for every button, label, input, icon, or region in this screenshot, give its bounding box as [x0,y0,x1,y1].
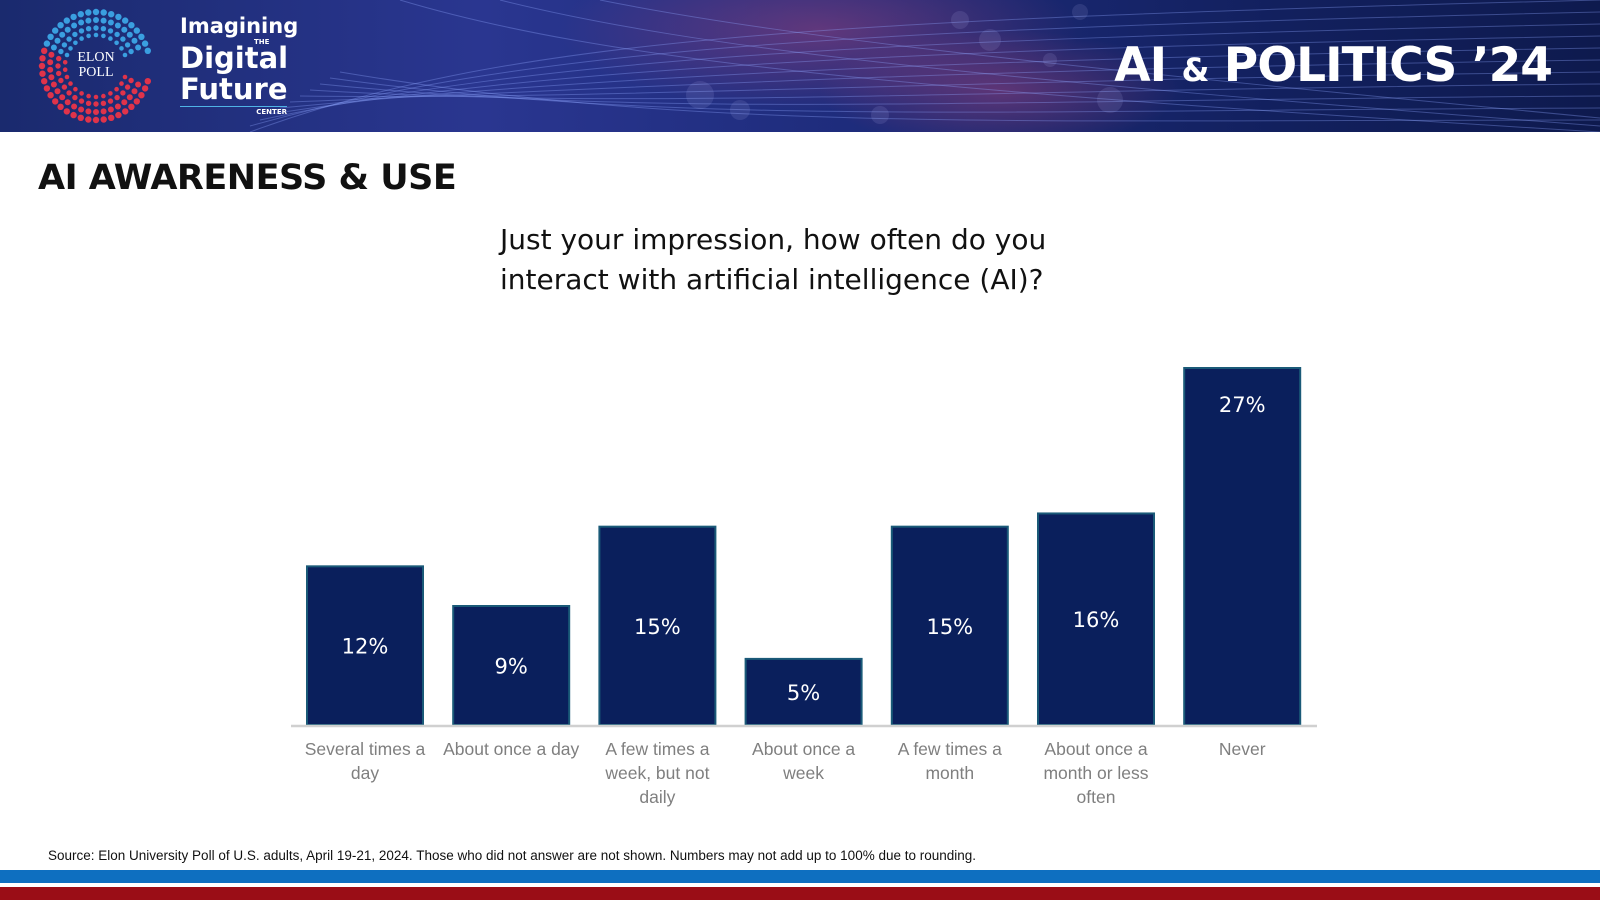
banner-wave-decoration [249,0,1600,132]
chart-question: Just your impression, how often do you i… [500,220,1120,300]
elon-poll-dot-ring-icon [38,8,151,124]
logo-text-poll: POLL [78,65,114,80]
category-label-7: Never [1219,739,1266,759]
category-label-line: About once a [1044,739,1147,759]
bar-value-label-2: 9% [495,655,528,679]
category-label-line: week [782,763,824,783]
category-label-2: About once a day [443,739,579,759]
bar-value-label-5: 15% [926,615,973,639]
bar-value-label-4: 5% [787,681,820,705]
category-label-line: daily [639,787,675,807]
bar-value-label-7: 27% [1219,393,1266,417]
category-label-line: A few times a [898,739,1002,759]
bar-chart: 12% Several times a day 9% About once a day 1… [291,367,1317,807]
footer-stripe-red [0,887,1600,900]
bar-5 [890,525,1009,727]
brand-ampersand: & [1181,51,1209,89]
category-label-5: A few times a month [898,739,1002,783]
logo-text-elon: ELON [77,50,115,65]
category-label-line: About once a day [443,739,579,759]
brand-politics: POLITICS ’24 [1223,38,1553,93]
header-banner: ELON POLL Imagining THE Digital Future C… [0,0,1600,132]
source-note: Source: Elon University Poll of U.S. adu… [48,848,977,863]
logo-word-imagining: Imagining [180,14,299,38]
bar-4 [744,657,863,727]
category-label-line: About once a [752,739,855,759]
category-label-line: month [925,763,974,783]
category-label-line: month or less [1043,763,1148,783]
category-label-line: week, but not [604,763,709,783]
elon-poll-logo: ELON POLL [36,8,156,124]
bar-value-label-3: 15% [634,615,681,639]
section-title: AI AWARENESS & USE [38,158,457,198]
category-label-1: Several times a day [305,739,426,783]
bar-1 [306,565,424,726]
logo-word-digital: Digital [180,41,289,75]
bar-value-label-6: 16% [1073,608,1120,632]
footer-stripe-blue [0,870,1600,883]
category-label-3: A few times a week, but not daily [604,739,709,807]
question-line-1: Just your impression, how often do you [500,223,1047,256]
bar-2 [452,605,571,726]
brand-title: AI & POLITICS ’24 [1114,38,1553,93]
category-label-line: day [351,763,379,783]
question-line-2: interact with artificial intelligence (A… [500,263,1044,296]
logo-word-the: THE [254,38,270,46]
bar-7 [1183,367,1302,726]
bar-6 [1037,512,1155,727]
category-label-line: A few times a [605,739,709,759]
category-label-6: About once a month or less often [1043,739,1148,807]
imagining-digital-future-logo: Imagining THE Digital Future CENTER [180,16,298,116]
bar-value-label-1: 12% [342,635,389,659]
logo-word-future: Future [180,72,288,106]
category-label-line: Several times a [305,739,426,759]
logo-word-center: CENTER [180,106,287,116]
category-label-line: often [1077,787,1116,807]
category-label-4: About once a week [752,739,855,783]
bar-3 [598,525,717,727]
category-label-line: Never [1219,739,1266,759]
brand-ai: AI [1114,38,1167,93]
